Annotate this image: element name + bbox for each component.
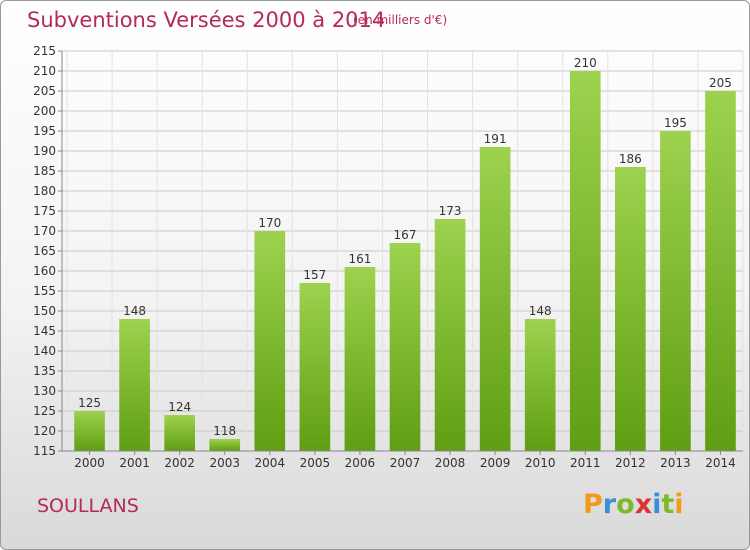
- logo-letter: P: [583, 489, 603, 520]
- data-label: 205: [709, 76, 732, 90]
- x-tick-label: 2001: [119, 456, 150, 470]
- commune-name: SOULLANS: [37, 495, 139, 517]
- x-tick-label: 2005: [300, 456, 331, 470]
- data-label: 118: [213, 424, 236, 438]
- y-tick-label: 190: [33, 144, 56, 158]
- x-tick-label: 2003: [209, 456, 240, 470]
- proxiti-logo[interactable]: Proxiti: [583, 489, 684, 520]
- x-tick-label: 2010: [525, 456, 556, 470]
- bar-2012: [615, 167, 646, 451]
- data-labels: 125 148 124 118 170 157 161 167 173 191 148 210 186 1…: [78, 56, 732, 438]
- x-tick-label: 2008: [435, 456, 466, 470]
- y-tick-label: 205: [33, 84, 56, 98]
- bar-2006: [344, 267, 376, 451]
- unit-note: (en milliers d'€): [353, 13, 448, 27]
- y-tick-label: 115: [33, 444, 56, 458]
- y-tick-label: 210: [33, 64, 56, 78]
- bar-2000: [74, 411, 105, 451]
- data-label: 170: [258, 216, 281, 230]
- bar-2004: [254, 231, 286, 451]
- y-tick-label: 170: [33, 224, 56, 238]
- x-tick-label: 2004: [255, 456, 286, 470]
- x-tick-label: 2012: [615, 456, 646, 470]
- y-tick-label: 145: [33, 324, 56, 338]
- y-tick-label: 155: [33, 284, 56, 298]
- axes: 115 120 125 130 135 140 145 150 155 160 165 170 175 1…: [33, 44, 743, 470]
- logo-letter: i: [674, 489, 684, 520]
- bar-2013: [660, 131, 691, 451]
- data-label: 173: [439, 204, 462, 218]
- y-tick-label: 140: [33, 344, 56, 358]
- logo-letter: x: [634, 489, 653, 520]
- bar-2014: [705, 91, 736, 451]
- x-tick-label: 2007: [390, 456, 421, 470]
- bar-2007: [389, 243, 421, 451]
- logo-letter: i: [652, 489, 662, 520]
- bar-2008: [434, 219, 466, 451]
- data-label: 124: [168, 400, 191, 414]
- bars: [74, 71, 736, 451]
- y-tick-label: 150: [33, 304, 56, 318]
- y-tick-label: 195: [33, 124, 56, 138]
- logo-letter: r: [602, 489, 617, 520]
- data-label: 125: [78, 396, 101, 410]
- x-tick-label: 2006: [345, 456, 376, 470]
- bar-2011: [569, 71, 601, 451]
- bar-2010: [524, 319, 556, 451]
- data-label: 195: [664, 116, 687, 130]
- y-tick-label: 185: [33, 164, 56, 178]
- data-label: 161: [348, 252, 371, 266]
- y-tick-label: 130: [33, 384, 56, 398]
- bar-2005: [299, 283, 331, 451]
- y-tick-label: 160: [33, 264, 56, 278]
- data-label: 191: [484, 132, 507, 146]
- data-label: 148: [529, 304, 552, 318]
- y-tick-label: 125: [33, 404, 56, 418]
- y-tick-label: 215: [33, 44, 56, 58]
- y-tick-label: 120: [33, 424, 56, 438]
- data-label: 148: [123, 304, 146, 318]
- bar-2003: [209, 439, 241, 451]
- x-tick-label: 2013: [660, 456, 691, 470]
- x-tick-label: 2002: [164, 456, 195, 470]
- y-tick-label: 175: [33, 204, 56, 218]
- data-label: 186: [619, 152, 642, 166]
- y-tick-label: 135: [33, 364, 56, 378]
- logo-letter: o: [616, 489, 635, 520]
- bar-2002: [164, 415, 195, 451]
- y-tick-label: 200: [33, 104, 56, 118]
- x-tick-label: 2011: [570, 456, 601, 470]
- data-label: 167: [394, 228, 417, 242]
- x-tick-label: 2000: [74, 456, 105, 470]
- x-tick-label: 2009: [480, 456, 511, 470]
- x-tick-label: 2014: [705, 456, 736, 470]
- bar-2001: [119, 319, 150, 451]
- data-label: 157: [303, 268, 326, 282]
- bar-2009: [479, 147, 511, 451]
- y-tick-label: 165: [33, 244, 56, 258]
- logo-letter: t: [661, 489, 675, 520]
- y-tick-label: 180: [33, 184, 56, 198]
- data-label: 210: [574, 56, 597, 70]
- chart-title: Subventions Versées 2000 à 2014: [27, 8, 386, 32]
